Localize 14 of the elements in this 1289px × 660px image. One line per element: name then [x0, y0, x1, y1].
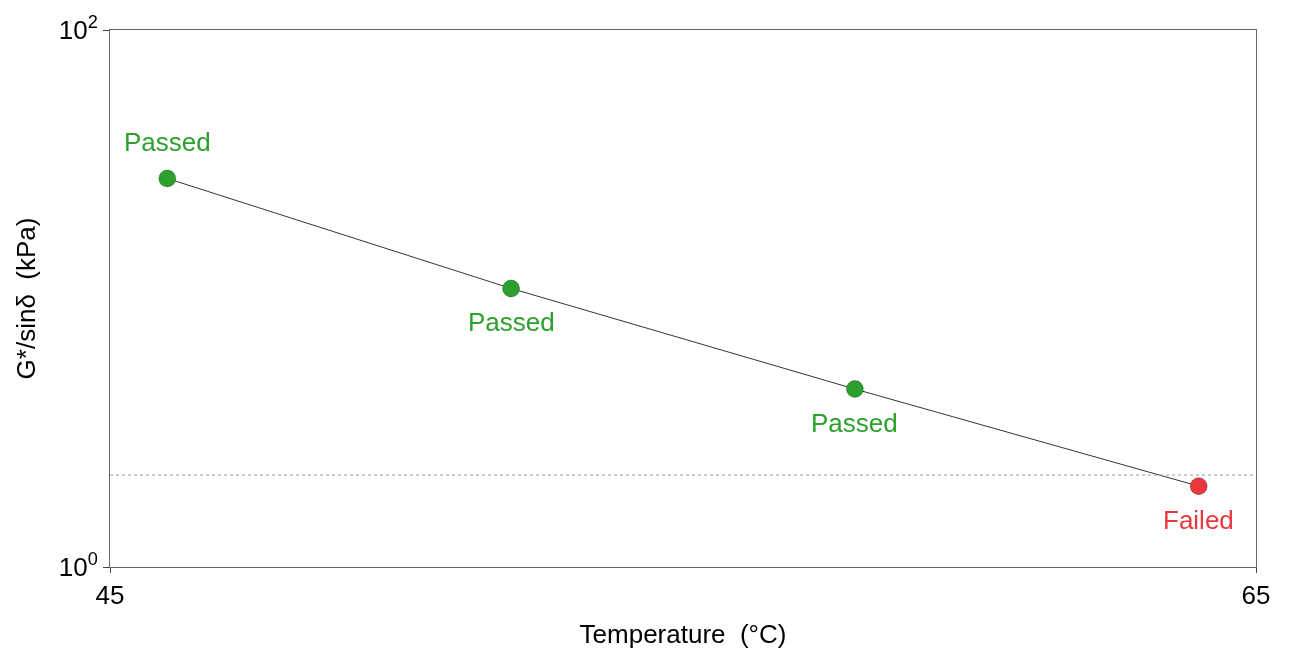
y-tick-label: 10$^{0}$ — [58, 549, 98, 583]
point — [502, 279, 521, 298]
y-axis-title: G*/sinδ (kPa) — [11, 217, 42, 380]
x-tick-label: 45 — [95, 580, 125, 611]
annotation: Failed — [1163, 505, 1234, 535]
point — [845, 380, 864, 399]
x-axis-title: Temperature (°C) — [579, 618, 787, 649]
point — [1189, 477, 1208, 496]
point — [158, 169, 177, 188]
x-tick-label: 65 — [1241, 580, 1271, 611]
annotation: Passed — [124, 127, 211, 157]
y-tick-label: 10$^{2}$ — [58, 12, 98, 46]
annotation: Passed — [468, 307, 555, 337]
annotation: Passed — [811, 408, 898, 438]
